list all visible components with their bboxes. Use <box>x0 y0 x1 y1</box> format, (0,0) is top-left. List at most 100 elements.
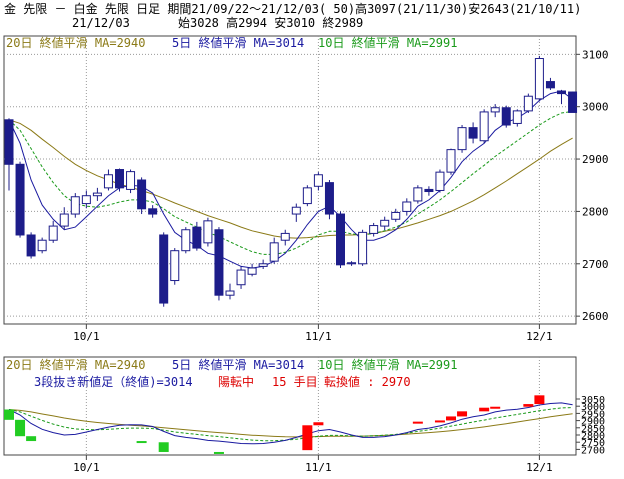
main-x-tick-label: 10/1 <box>73 330 100 343</box>
main-x-tick-label: 12/1 <box>526 330 553 343</box>
main-x-tick-label: 11/1 <box>305 330 332 343</box>
brick-down <box>213 451 224 454</box>
candle-down <box>336 213 345 266</box>
candle-down <box>4 119 14 165</box>
sub-legend-ma20: 20日 終値平滑 MA=2940 <box>6 357 145 372</box>
candle-up <box>380 219 390 227</box>
sub-y-tick-label: 2800 <box>581 431 605 442</box>
candle-down <box>324 182 334 215</box>
candle-down <box>148 208 158 215</box>
candle-up <box>402 201 412 212</box>
turn-label: 転換値 : 2970 <box>324 374 411 389</box>
candle-up <box>269 242 279 262</box>
candle-down <box>501 107 511 126</box>
brick-up <box>412 421 423 424</box>
sub-ma20-line <box>8 409 573 438</box>
brick-up <box>302 425 313 451</box>
main-plot-frame <box>3 35 577 325</box>
main-y-tick-label: 2800 <box>582 205 609 218</box>
legend-ma5: 5日 終値平滑 MA=3014 <box>172 35 304 50</box>
candle-up <box>48 225 58 241</box>
candle-down <box>15 163 25 236</box>
kagi-label: 3段抜き新値足（終値)=3014 <box>34 374 193 389</box>
sub-ma10-line <box>8 407 573 442</box>
main-candles <box>4 55 578 307</box>
ma20-line <box>8 119 573 239</box>
brick-up <box>457 411 468 417</box>
candle-up <box>59 213 69 227</box>
candle-up <box>258 263 268 267</box>
candle-up <box>291 206 301 215</box>
brick-up <box>434 420 445 423</box>
brick-up <box>534 395 545 405</box>
sub-legend-ma5: 5日 終値平滑 MA=3014 <box>172 357 304 372</box>
sub-y-tick-label: 2850 <box>581 424 605 435</box>
main-y-tick-label: 2600 <box>582 310 609 323</box>
main-y-tick-label: 2900 <box>582 153 609 166</box>
candle-down <box>468 127 478 139</box>
brick-up <box>446 416 456 421</box>
sub-x-tick-label: 11/1 <box>305 461 332 474</box>
candle-up <box>523 95 533 112</box>
brick-up <box>479 407 490 412</box>
candle-up <box>181 229 191 252</box>
main-y-axis: 3100 3000 2900 2800 2700 2600 <box>576 48 609 323</box>
sub-y-tick-label: 2900 <box>581 417 605 428</box>
brick-down <box>15 419 26 437</box>
candle-up <box>225 290 235 296</box>
candle-up <box>435 171 445 191</box>
candle-down <box>115 169 124 189</box>
candle-down <box>214 229 224 296</box>
candle-down <box>557 90 566 95</box>
sub-y-tick-label: 2700 <box>581 445 605 456</box>
candle-up <box>280 232 290 241</box>
candle-up <box>490 107 500 113</box>
main-moving-averages <box>8 90 573 269</box>
brick-down <box>4 409 14 420</box>
main-y-tick-label: 3000 <box>582 101 609 114</box>
header-date: 21/12/03 <box>72 16 130 30</box>
candle-up <box>391 211 401 220</box>
candle-up <box>457 127 467 151</box>
trend-label: 陽転中 <box>218 374 254 389</box>
sub-x-tick-label: 10/1 <box>73 461 100 474</box>
candle-up <box>369 225 379 234</box>
candle-up <box>347 262 357 265</box>
sub-y-tick-label: 2950 <box>581 409 605 420</box>
ma5-line <box>8 90 573 269</box>
candle-down <box>26 234 36 257</box>
candle-down <box>568 91 578 113</box>
sub-x-tick-label: 12/1 <box>526 461 553 474</box>
sub-moving-averages <box>8 402 573 445</box>
candle-up <box>302 187 312 205</box>
ma10-line <box>8 110 573 255</box>
sub-y-tick-label: 3000 <box>581 402 605 413</box>
candle-up <box>37 239 47 252</box>
brick-up <box>490 406 501 409</box>
candle-up <box>103 174 113 189</box>
legend-ma10: 10日 終値平滑 MA=2991 <box>318 35 457 50</box>
candle-down <box>159 234 169 304</box>
sub-y-tick-label: 2750 <box>581 438 605 449</box>
legend-ma20: 20日 終値平滑 MA=2940 <box>6 35 145 50</box>
candle-down <box>424 188 434 193</box>
sub-ma5-line <box>8 402 573 445</box>
candle-up <box>247 267 257 275</box>
candle-down <box>137 179 147 210</box>
candle-up <box>534 58 544 100</box>
main-y-tick-label: 3100 <box>582 48 609 61</box>
main-grid <box>4 36 576 324</box>
sub-legend-ma10: 10日 終値平滑 MA=2991 <box>318 357 457 372</box>
candle-down <box>192 226 202 249</box>
candle-up <box>92 192 102 197</box>
sub-y-tick-label: 3050 <box>581 395 605 406</box>
brick-down <box>26 436 37 442</box>
sub-bricks <box>4 395 545 454</box>
brick-down <box>136 441 147 444</box>
candle-up <box>126 171 136 190</box>
header-title: 金 先限 － 白金 先限 日足 期間21/09/22～21/12/03( 50)… <box>4 1 581 16</box>
main-x-axis: 10/1 11/1 12/1 <box>73 324 553 343</box>
